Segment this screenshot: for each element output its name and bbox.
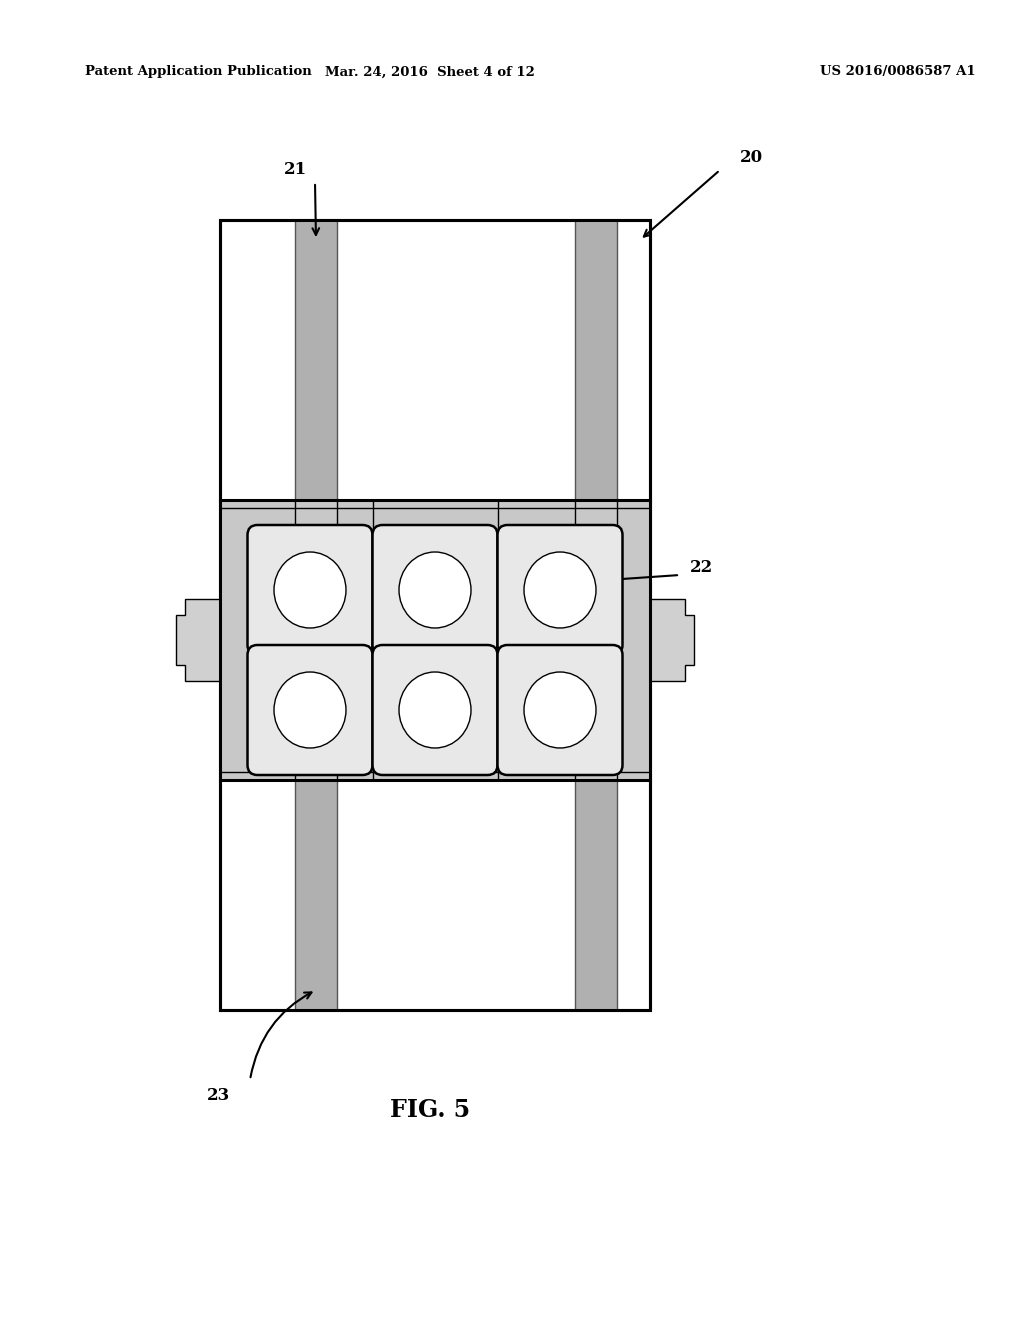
FancyBboxPatch shape <box>248 645 373 775</box>
Ellipse shape <box>524 552 596 628</box>
Polygon shape <box>650 599 694 681</box>
Bar <box>295 220 337 1010</box>
Polygon shape <box>175 599 220 681</box>
Text: US 2016/0086587 A1: US 2016/0086587 A1 <box>820 66 976 78</box>
Ellipse shape <box>399 672 471 748</box>
Text: 20: 20 <box>740 149 763 166</box>
FancyBboxPatch shape <box>373 645 498 775</box>
Bar <box>575 220 617 1010</box>
Text: 23: 23 <box>207 1086 229 1104</box>
FancyBboxPatch shape <box>498 525 623 655</box>
Bar <box>220 220 650 1010</box>
Ellipse shape <box>399 552 471 628</box>
Bar <box>220 500 650 780</box>
Bar <box>220 220 650 1010</box>
Ellipse shape <box>274 552 346 628</box>
Ellipse shape <box>524 672 596 748</box>
FancyBboxPatch shape <box>373 525 498 655</box>
Text: Mar. 24, 2016  Sheet 4 of 12: Mar. 24, 2016 Sheet 4 of 12 <box>325 66 535 78</box>
Text: 22: 22 <box>690 560 714 577</box>
FancyBboxPatch shape <box>498 645 623 775</box>
Text: FIG. 5: FIG. 5 <box>390 1098 470 1122</box>
Text: 21: 21 <box>284 161 306 178</box>
Text: Patent Application Publication: Patent Application Publication <box>85 66 311 78</box>
Ellipse shape <box>274 672 346 748</box>
FancyBboxPatch shape <box>248 525 373 655</box>
